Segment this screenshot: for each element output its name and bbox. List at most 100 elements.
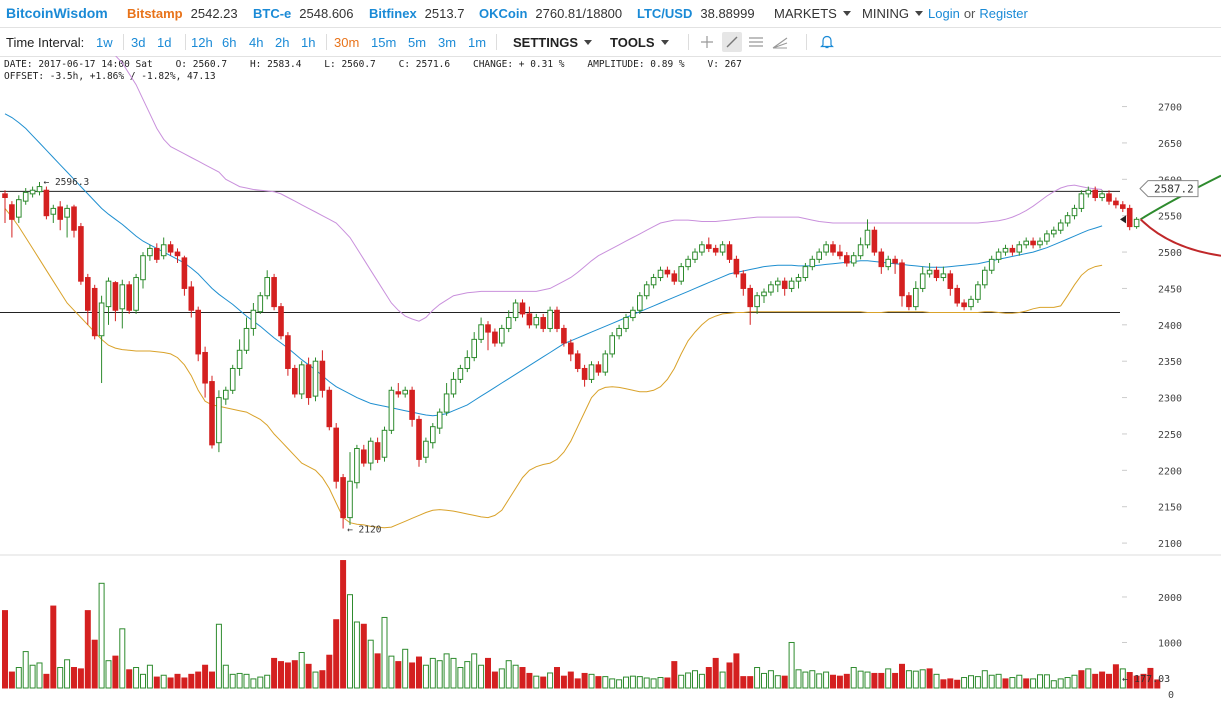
- candle: [333, 423, 339, 489]
- horizontal-lines-icon[interactable]: [748, 35, 764, 49]
- candle-body: [671, 273, 678, 282]
- ohlc-info-line: DATE: 2017-06-17 14:00 Sat O: 2560.7 H: …: [4, 59, 742, 70]
- volume-bar: [602, 676, 609, 689]
- volume-bar: [457, 667, 464, 689]
- volume-bar: [367, 639, 374, 689]
- candle: [1071, 204, 1078, 220]
- volume-bar: [36, 662, 43, 689]
- last-volume-label: ← 177.03: [1122, 674, 1170, 685]
- volume-bar: [1064, 677, 1071, 689]
- ticker-okcoin[interactable]: OKCoin 2760.81/18800: [479, 6, 622, 21]
- interval-15m[interactable]: 15m: [371, 35, 397, 50]
- volume-bar: [174, 673, 181, 689]
- fan-tool-icon[interactable]: [772, 35, 788, 49]
- candle: [305, 357, 312, 405]
- candle-body: [740, 273, 747, 289]
- candle-body: [933, 269, 940, 279]
- markets-menu[interactable]: MARKETS: [774, 6, 851, 21]
- volume-bar: [636, 676, 643, 689]
- interval-1d[interactable]: 1d: [157, 35, 172, 50]
- candle: [899, 259, 905, 307]
- line-tool-button[interactable]: [722, 32, 742, 52]
- brand-logo[interactable]: BitcoinWisdom: [6, 5, 108, 21]
- candle: [326, 386, 333, 431]
- register-link[interactable]: Register: [979, 6, 1028, 21]
- candle: [98, 295, 105, 384]
- candle-body: [202, 351, 208, 384]
- candle-body: [623, 317, 629, 329]
- login-link[interactable]: Login: [928, 6, 960, 21]
- auth-links: Login or Register: [928, 6, 1028, 21]
- candle-body: [919, 273, 926, 289]
- volume-bar: [133, 667, 140, 689]
- divider: [688, 34, 689, 50]
- divider: [123, 34, 124, 50]
- volume-bar: [22, 651, 29, 689]
- ticker-bitstamp[interactable]: Bitstamp 2542.23: [127, 6, 238, 21]
- ticker-btce[interactable]: BTC-e 2548.606: [253, 6, 354, 21]
- interval-3d[interactable]: 3d: [131, 35, 146, 50]
- candle-body: [195, 309, 201, 355]
- volume-bar: [974, 676, 981, 689]
- volume-bar: [864, 671, 871, 689]
- bell-icon[interactable]: [820, 34, 834, 49]
- candle: [823, 241, 829, 256]
- ticker-bitfinex[interactable]: Bitfinex 2513.7: [369, 6, 464, 21]
- volume-bar: [940, 679, 947, 689]
- mining-menu[interactable]: MINING: [862, 6, 923, 21]
- volume-bar: [885, 668, 892, 689]
- settings-menu[interactable]: SETTINGS: [513, 35, 593, 50]
- candle-body: [685, 258, 691, 268]
- candle: [223, 386, 229, 405]
- candle-body: [457, 367, 464, 380]
- crosshair-icon[interactable]: [700, 35, 714, 49]
- candle-body: [602, 353, 609, 373]
- volume-bar: [319, 670, 326, 689]
- interval-12h[interactable]: 12h: [191, 35, 213, 50]
- interval-3m[interactable]: 3m: [438, 35, 457, 50]
- volume-bar: [788, 641, 795, 689]
- interval-1w[interactable]: 1w: [96, 35, 113, 50]
- top-bar: BitcoinWisdom Bitstamp 2542.23 BTC-e 2548.6…: [0, 0, 1221, 28]
- interval-5m[interactable]: 5m: [408, 35, 427, 50]
- candle-body: [630, 309, 636, 319]
- candle: [788, 277, 795, 293]
- volume-bar: [29, 664, 36, 689]
- volume-bar: [733, 653, 740, 689]
- volume-bar: [146, 664, 153, 689]
- candle-body: [795, 277, 802, 282]
- candle-body: [961, 302, 967, 308]
- time-interval-label: Time Interval:: [6, 35, 85, 50]
- divider: [326, 34, 327, 50]
- volume-bar: [98, 582, 105, 689]
- interval-2h[interactable]: 2h: [275, 35, 290, 50]
- candle-body: [119, 284, 126, 310]
- ticker-ltcusd[interactable]: LTC/USD 38.88999: [637, 6, 755, 21]
- tools-menu[interactable]: TOOLS: [610, 35, 669, 50]
- price-chart[interactable]: 2100 2150 2200 2250 2300 2350 2400 2450 2500 2550…: [0, 56, 1221, 701]
- candle-body: [809, 258, 816, 268]
- candle-body: [57, 206, 64, 220]
- candle-body: [643, 284, 650, 297]
- interval-4h[interactable]: 4h: [249, 35, 264, 50]
- volume-bar: [340, 560, 347, 689]
- candle: [1078, 190, 1085, 213]
- volume-bar: [678, 674, 685, 689]
- candle: [1126, 204, 1133, 231]
- candle: [464, 350, 471, 373]
- candle-body: [947, 273, 954, 289]
- mining-menu-label: MINING: [862, 6, 909, 21]
- volume-bar: [126, 669, 133, 689]
- interval-1h[interactable]: 1h: [301, 35, 316, 50]
- volume-tick-label: 0: [1168, 690, 1174, 701]
- candle: [588, 361, 595, 384]
- candle-body: [878, 251, 885, 268]
- candle-body: [250, 309, 257, 329]
- interval-30m[interactable]: 30m: [334, 35, 360, 50]
- candle: [133, 273, 139, 314]
- candle-body: [1099, 193, 1105, 198]
- interval-1m[interactable]: 1m: [468, 35, 487, 50]
- candle-body: [1044, 233, 1050, 242]
- volume-bar: [1092, 673, 1099, 689]
- interval-6h[interactable]: 6h: [222, 35, 237, 50]
